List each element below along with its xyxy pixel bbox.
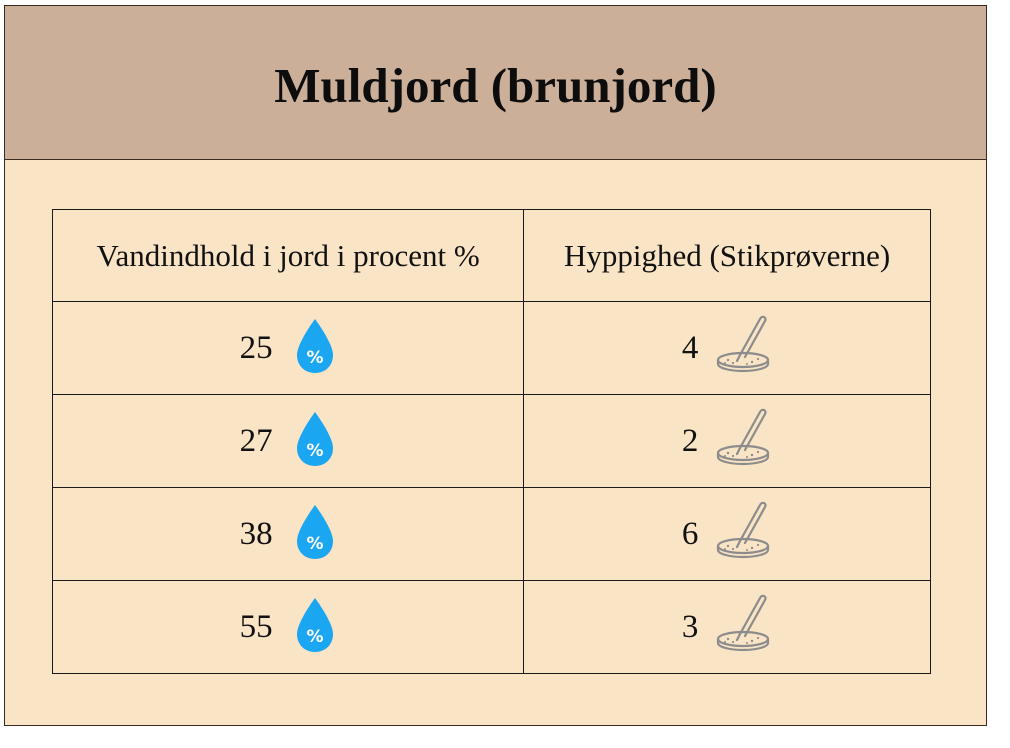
frequency-cell: 2 [523,394,931,488]
water-percent-value: 25 [239,329,273,366]
soil-card: Muldjord (brunjord) Vandindhold i jord i… [4,5,987,726]
frequency-value: 6 [681,515,699,552]
page-title: Muldjord (brunjord) [274,58,717,113]
water-drop-percent-icon: % [296,505,333,559]
card-header: Muldjord (brunjord) [5,6,986,160]
water-drop-percent-icon: % [296,598,333,652]
petri-dish-pipette-icon [717,408,770,466]
svg-text:%: % [306,348,323,368]
water-cell: 55 % [51,580,525,674]
water-percent-value: 55 [239,608,273,645]
petri-dish-pipette-icon [717,594,770,652]
water-drop-percent-icon: % [296,412,333,466]
water-percent-value: 38 [239,515,273,552]
data-table: Vandindhold i jord i procent % Hyppighed… [51,209,931,674]
table-row: 38 % 6 [51,487,931,581]
frequency-cell: 6 [523,487,931,581]
svg-text:%: % [306,441,323,461]
column-header-water: Vandindhold i jord i procent % [51,209,525,302]
frequency-value: 2 [681,422,699,459]
table-row: 27 % 2 [51,394,931,488]
petri-dish-pipette-icon [717,501,770,559]
frequency-value: 4 [681,329,699,366]
petri-dish-pipette-icon [717,315,770,373]
frequency-cell: 3 [523,580,931,674]
frequency-cell: 4 [523,301,931,395]
water-drop-percent-icon: % [296,319,333,373]
svg-text:%: % [306,534,323,554]
water-cell: 27 % [51,394,525,488]
table-header-row: Vandindhold i jord i procent % Hyppighed… [51,209,931,302]
water-percent-value: 27 [239,422,273,459]
water-cell: 25 % [51,301,525,395]
frequency-value: 3 [681,608,699,645]
column-header-frequency: Hyppighed (Stikprøverne) [523,209,931,302]
table-row: 55 % 3 [51,580,931,674]
water-cell: 38 % [51,487,525,581]
svg-text:%: % [306,627,323,647]
table-row: 25 % 4 [51,301,931,395]
